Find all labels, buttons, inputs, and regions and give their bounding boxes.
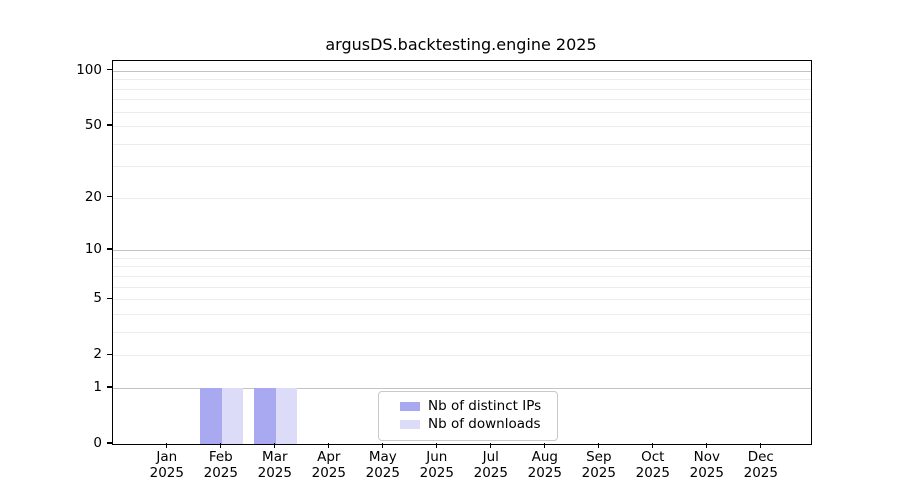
- x-tick-jul: [490, 443, 492, 448]
- x-tick-label-dec: Dec 2025: [726, 449, 796, 481]
- bar-downloads-feb: [221, 387, 244, 444]
- legend: Nb of distinct IPs Nb of downloads: [378, 391, 558, 441]
- x-tick-month: Oct: [641, 449, 665, 465]
- gridline-minor-50: [113, 126, 811, 128]
- gridline-minor-6: [113, 286, 811, 288]
- x-tick-month: Apr: [317, 449, 341, 465]
- y-tick-20: [107, 196, 112, 198]
- y-tick-label-50: 50: [84, 117, 102, 134]
- x-tick-month: Sep: [586, 449, 612, 465]
- x-tick-apr: [328, 443, 330, 448]
- gridline-minor-70: [113, 99, 811, 101]
- plot-area: [112, 60, 812, 445]
- legend-swatch-distinct-ips: [400, 401, 420, 411]
- x-tick-month: Mar: [262, 449, 288, 465]
- x-tick-year: 2025: [365, 465, 400, 481]
- x-tick-dec: [760, 443, 762, 448]
- gridline-minor-7: [113, 275, 811, 277]
- y-tick-50: [107, 124, 112, 126]
- x-tick-label-sep: Sep 2025: [564, 449, 634, 481]
- x-tick-year: 2025: [689, 465, 724, 481]
- x-tick-year: 2025: [311, 465, 346, 481]
- x-tick-year: 2025: [635, 465, 670, 481]
- x-tick-month: Aug: [531, 449, 558, 465]
- x-tick-label-oct: Oct 2025: [618, 449, 688, 481]
- gridline-major-1: [113, 387, 811, 389]
- legend-item-distinct-ips: Nb of distinct IPs: [400, 397, 557, 415]
- gridline-minor-60: [113, 111, 811, 113]
- gridline-minor-80: [113, 88, 811, 90]
- x-tick-label-mar: Mar 2025: [240, 449, 310, 481]
- gridline-minor-4: [113, 313, 811, 315]
- gridline-minor-20: [113, 197, 811, 199]
- bar-distinct-ips-feb: [200, 387, 222, 444]
- y-tick-label-2: 2: [93, 346, 102, 363]
- y-tick-10: [107, 248, 112, 250]
- x-tick-year: 2025: [581, 465, 616, 481]
- legend-item-downloads: Nb of downloads: [400, 415, 557, 433]
- x-tick-label-jul: Jul 2025: [456, 449, 526, 481]
- x-tick-month: Jul: [482, 449, 499, 465]
- y-tick-label-0: 0: [93, 435, 102, 451]
- x-tick-label-nov: Nov 2025: [672, 449, 742, 481]
- x-tick-mar: [274, 443, 276, 448]
- y-tick-0: [107, 442, 112, 444]
- x-tick-year: 2025: [473, 465, 508, 481]
- x-tick-month: Jan: [156, 449, 178, 465]
- y-tick-100: [107, 69, 112, 71]
- x-tick-feb: [220, 443, 222, 448]
- y-tick-label-10: 10: [84, 241, 102, 258]
- y-tick-label-20: 20: [84, 188, 102, 205]
- gridline-minor-2: [113, 355, 811, 357]
- x-tick-oct: [652, 443, 654, 448]
- legend-swatch-downloads: [400, 419, 420, 429]
- x-tick-label-jun: Jun 2025: [402, 449, 472, 481]
- gridline-minor-3: [113, 331, 811, 333]
- y-tick-label-1: 1: [93, 378, 102, 395]
- bar-downloads-mar: [275, 387, 298, 444]
- legend-label-downloads: Nb of downloads: [428, 416, 541, 432]
- y-tick-label-100: 100: [76, 61, 102, 78]
- x-tick-year: 2025: [203, 465, 238, 481]
- x-tick-label-apr: Apr 2025: [294, 449, 364, 481]
- x-tick-year: 2025: [257, 465, 292, 481]
- x-tick-label-may: May 2025: [348, 449, 418, 481]
- y-tick-1: [107, 386, 112, 388]
- x-tick-sep: [598, 443, 600, 448]
- x-tick-year: 2025: [149, 465, 184, 481]
- x-tick-year: 2025: [527, 465, 562, 481]
- x-tick-month: Dec: [747, 449, 774, 465]
- gridline-minor-5: [113, 299, 811, 301]
- chart-title: argusDS.backtesting.engine 2025: [325, 35, 597, 54]
- x-tick-year: 2025: [419, 465, 454, 481]
- gridline-minor-30: [113, 166, 811, 168]
- x-tick-month: Nov: [693, 449, 720, 465]
- x-tick-nov: [706, 443, 708, 448]
- x-tick-label-jan: Jan 2025: [132, 449, 202, 481]
- x-tick-jun: [436, 443, 438, 448]
- x-tick-aug: [544, 443, 546, 448]
- gridline-minor-40: [113, 143, 811, 145]
- x-tick-year: 2025: [743, 465, 778, 481]
- gridline-minor-90: [113, 79, 811, 81]
- x-tick-month: Feb: [208, 449, 233, 465]
- gridline-major-10: [113, 250, 811, 252]
- legend-label-distinct-ips: Nb of distinct IPs: [428, 398, 542, 414]
- x-tick-may: [382, 443, 384, 448]
- x-tick-month: May: [368, 449, 397, 465]
- x-tick-jan: [166, 443, 168, 448]
- gridline-minor-9: [113, 257, 811, 259]
- gridline-minor-8: [113, 266, 811, 268]
- y-tick-label-5: 5: [93, 290, 102, 307]
- y-tick-5: [107, 297, 112, 299]
- x-tick-label-aug: Aug 2025: [510, 449, 580, 481]
- x-tick-label-feb: Feb 2025: [186, 449, 256, 481]
- gridline-major-100: [113, 70, 811, 72]
- y-tick-2: [107, 353, 112, 355]
- x-tick-month: Jun: [426, 449, 448, 465]
- bar-distinct-ips-mar: [254, 387, 276, 444]
